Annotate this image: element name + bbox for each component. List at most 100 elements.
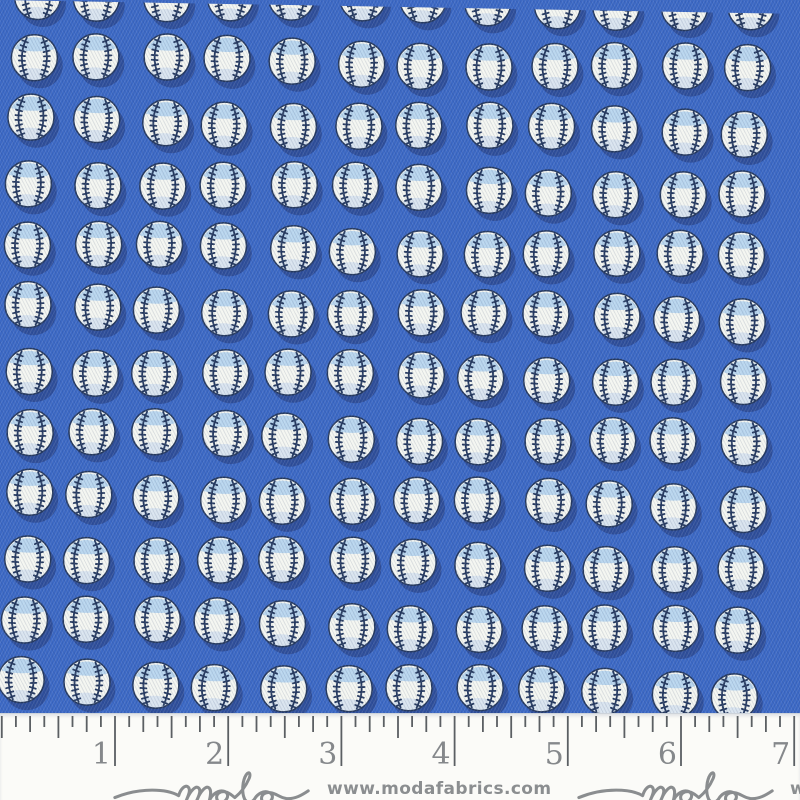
- baseball-icon: [335, 103, 387, 157]
- baseball-icon: [721, 111, 773, 165]
- ruler-number: 5: [544, 737, 564, 772]
- baseball-icon: [259, 600, 311, 654]
- baseball-icon: [390, 539, 442, 593]
- baseball-icon: [271, 161, 323, 215]
- baseball-icon: [711, 673, 763, 713]
- baseball-icon: [464, 0, 516, 34]
- baseball-icon: [720, 486, 772, 540]
- baseball-icon: [652, 671, 704, 713]
- baseball-icon: [329, 228, 381, 282]
- baseball-icon: [134, 538, 186, 592]
- website-text: www.modafabrics.com: [327, 779, 552, 799]
- baseball-icon: [524, 545, 576, 599]
- baseball-icon: [6, 348, 58, 402]
- baseball-icon: [456, 606, 508, 660]
- baseball-icon: [454, 542, 506, 596]
- baseball-icon: [518, 665, 570, 713]
- baseball-icon: [721, 419, 773, 473]
- baseball-icon: [719, 299, 771, 353]
- baseball-icon: [720, 358, 772, 412]
- baseball-icon: [592, 0, 644, 38]
- baseball-icon: [525, 170, 577, 224]
- ruler-number: 4: [431, 737, 451, 772]
- baseball-icon: [74, 162, 126, 216]
- moda-logo: [577, 771, 774, 800]
- baseball-icon: [398, 352, 450, 406]
- baseball-icon: [649, 417, 701, 471]
- baseball-icon: [591, 105, 643, 159]
- ruler-number: 1: [91, 737, 111, 772]
- baseball-icon: [202, 410, 254, 464]
- baseball-icon: [651, 546, 703, 600]
- baseball-icon: [5, 160, 57, 214]
- baseball-icon: [339, 0, 391, 29]
- ruler-number: 2: [205, 737, 225, 772]
- baseball-icon: [139, 163, 191, 217]
- baseball-icon: [4, 536, 56, 590]
- baseball-icon: [455, 418, 507, 472]
- baseball-icon: [134, 596, 186, 650]
- baseball-icon: [142, 99, 194, 153]
- baseball-icon: [522, 290, 574, 344]
- baseball-icon: [454, 477, 506, 531]
- baseball-icon: [396, 418, 448, 472]
- baseball-icon: [338, 41, 390, 95]
- baseball-icon: [268, 0, 320, 28]
- baseball-icon: [724, 44, 776, 98]
- baseball-icon: [72, 350, 124, 404]
- baseball-icon: [653, 296, 705, 350]
- baseball-icon: [7, 94, 59, 148]
- baseball-icon: [523, 357, 575, 411]
- baseball-icon: [589, 417, 641, 471]
- baseball-icon: [329, 478, 381, 532]
- baseball-icon: [593, 230, 645, 284]
- baseball-icon: [332, 162, 384, 216]
- baseball-icon: [327, 290, 379, 344]
- website-text: www.modafabrics.com: [790, 779, 800, 799]
- baseball-icon: [74, 284, 126, 338]
- fabric-print-area: [0, 0, 800, 713]
- baseball-icon: [265, 349, 317, 403]
- baseball-icon: [592, 359, 644, 413]
- baseball-icon: [525, 418, 577, 472]
- ruler-number: 3: [318, 737, 338, 772]
- baseball-icon: [75, 221, 127, 275]
- baseball-icon: [326, 665, 378, 713]
- baseball-icon: [714, 607, 766, 661]
- baseball-icon: [525, 478, 577, 532]
- baseball-icon: [63, 596, 115, 650]
- baseball-icon: [393, 477, 445, 531]
- baseball-icon: [207, 0, 259, 29]
- baseball-icon: [662, 43, 714, 97]
- baseball-icon: [652, 605, 704, 659]
- baseball-icon: [328, 416, 380, 470]
- baseball-icon: [465, 44, 517, 98]
- baseball-icon: [269, 38, 321, 92]
- baseball-icon: [583, 546, 635, 600]
- baseball-icon: [531, 43, 583, 97]
- baseball-icon: [268, 291, 320, 345]
- baseball-icon: [132, 662, 184, 713]
- baseball-icon: [72, 33, 124, 87]
- baseball-icon: [14, 0, 66, 27]
- baseball-pattern: [0, 0, 800, 713]
- baseball-icon: [194, 597, 246, 651]
- baseball-icon: [68, 408, 120, 462]
- moda-logo: [113, 771, 310, 800]
- baseball-icon: [6, 469, 58, 523]
- baseball-icon: [259, 478, 311, 532]
- baseball-icon: [718, 171, 770, 225]
- baseball-icon: [660, 171, 712, 225]
- baseball-icon: [466, 102, 518, 156]
- baseball-grid: [0, 0, 800, 713]
- baseball-icon: [73, 0, 125, 29]
- baseball-icon: [650, 484, 702, 538]
- ruler-number: 7: [771, 737, 791, 772]
- baseball-icon: [466, 167, 518, 221]
- baseball-icon: [63, 537, 115, 591]
- baseball-icon: [581, 668, 633, 713]
- baseball-icon: [270, 103, 322, 157]
- baseball-icon: [133, 287, 185, 341]
- baseball-icon: [63, 659, 115, 713]
